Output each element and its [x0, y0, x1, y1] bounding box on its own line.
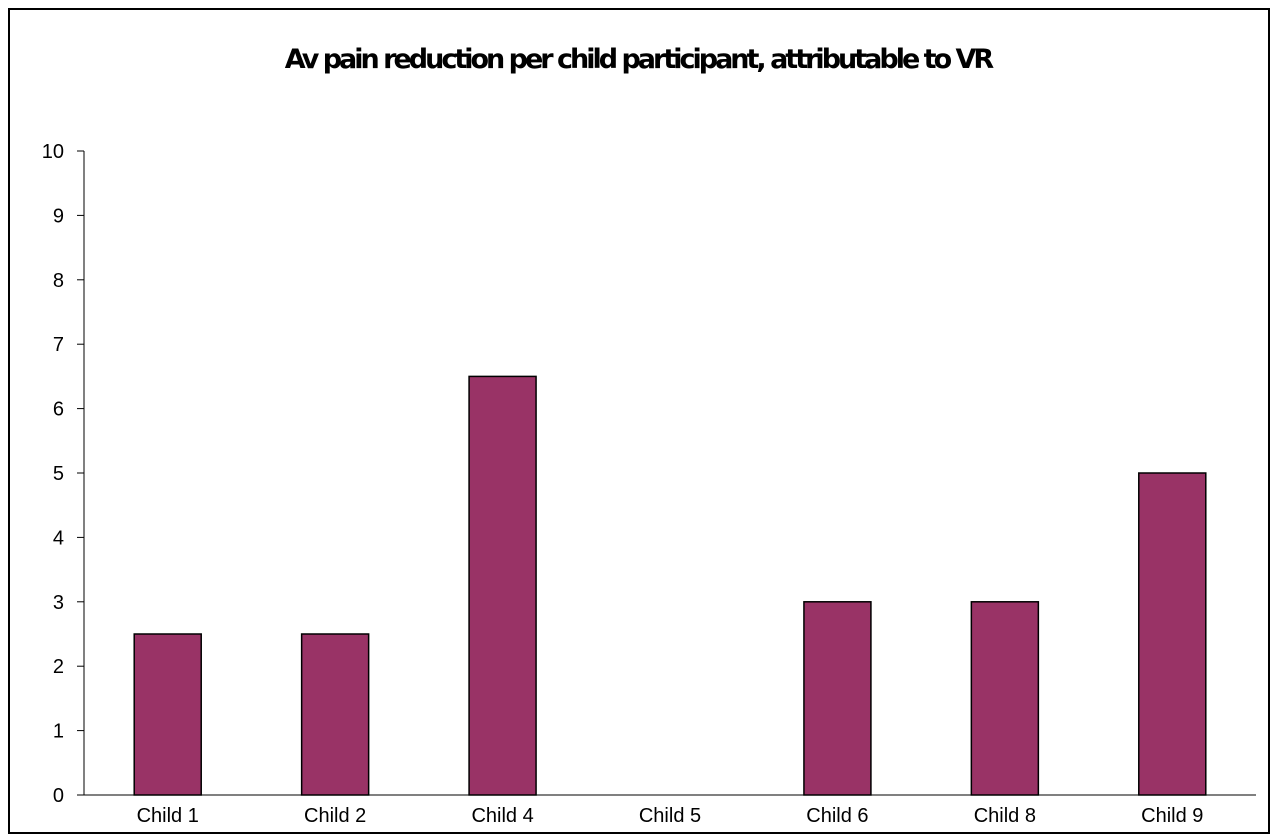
- chart-title: Av pain reduction per child participant,…: [284, 44, 994, 75]
- x-tick-label: Child 9: [1141, 805, 1203, 827]
- y-tick-label: 2: [53, 656, 64, 678]
- bar-child-9: [1138, 472, 1207, 796]
- y-tick-label: 7: [53, 334, 64, 356]
- y-tick-label: 1: [53, 721, 64, 743]
- bar-child-1: [133, 633, 202, 796]
- x-tick-label: Child 2: [304, 805, 366, 827]
- y-tick-label: 5: [53, 463, 64, 485]
- x-tick-label: Child 8: [974, 805, 1036, 827]
- y-tick-label: 8: [53, 270, 64, 292]
- bar-child-6: [803, 601, 872, 796]
- bar-child-2: [300, 633, 370, 796]
- x-tick-label: Child 5: [639, 805, 701, 827]
- bar-child-8: [970, 601, 1040, 796]
- chart-frame: [8, 8, 1270, 834]
- y-tick-label: 4: [53, 527, 64, 549]
- x-tick-label: Child 6: [806, 805, 868, 827]
- y-tick-label: 6: [53, 399, 64, 421]
- bars: [133, 375, 1207, 796]
- y-tick-label: 3: [53, 592, 64, 614]
- x-tick-label: Child 4: [471, 805, 533, 827]
- y-tick-label: 9: [53, 205, 64, 227]
- y-tick-label: 10: [42, 141, 64, 163]
- y-axis: 0 1 2 3 4 5 6 7 8 9 10: [42, 141, 1256, 807]
- y-tick-label: 0: [53, 785, 64, 807]
- x-axis-labels: Child 1 Child 2 Child 4 Child 5 Child 6 Child…: [137, 805, 1204, 827]
- x-tick-label: Child 1: [137, 805, 199, 827]
- bar-child-4: [468, 375, 537, 796]
